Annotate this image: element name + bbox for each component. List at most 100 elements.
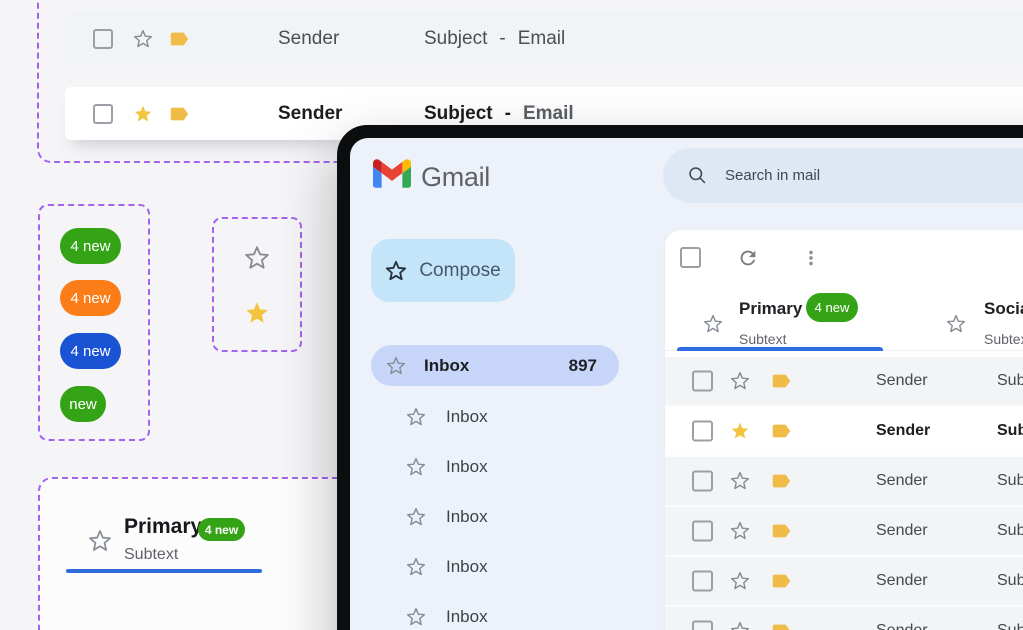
new-count-badge: 4 new <box>60 280 121 316</box>
label-tag-icon[interactable] <box>168 28 190 50</box>
tab-primary[interactable]: Primary <box>739 299 803 318</box>
sidebar-item-inbox[interactable]: Inbox <box>371 392 619 442</box>
sender-text: Sender <box>876 422 931 439</box>
new-count-badge: 4 new <box>60 333 121 369</box>
new-count-badge: new <box>60 386 106 422</box>
spec-box-badges <box>38 204 150 441</box>
active-tab-underline <box>66 569 262 573</box>
sidebar-item-inbox[interactable]: Inbox <box>371 442 619 492</box>
checkbox[interactable] <box>93 28 113 49</box>
sidebar-item-label: Inbox <box>446 557 488 576</box>
sender-text: Sender <box>876 372 928 389</box>
star-outline-icon[interactable] <box>244 245 270 271</box>
more-options-icon[interactable] <box>800 247 822 269</box>
category-tab-subtext: Subtext <box>124 546 179 563</box>
label-tag-icon[interactable] <box>770 620 792 630</box>
label-tag-icon[interactable] <box>770 420 792 442</box>
example-email-row-unread[interactable]: Sender Subject - Email <box>65 87 1023 140</box>
sender-text: Sender <box>876 522 928 539</box>
subject-text: Subject-Email <box>997 372 1023 389</box>
star-outline-icon <box>406 607 426 627</box>
mail-list-panel: Primary 4 new Subtext Social Subtext Sen… <box>665 230 1023 630</box>
checkbox[interactable] <box>692 620 713 630</box>
tab-subtext: Subtext <box>739 331 787 347</box>
star-filled-icon[interactable] <box>133 104 153 124</box>
email-list: Sender Subject-Email Sender Subject-Emai… <box>665 357 1023 630</box>
checkbox[interactable] <box>692 470 713 492</box>
email-row[interactable]: Sender Subject-Email <box>665 607 1023 630</box>
subject-text: Subject-Email <box>424 27 566 49</box>
star-outline-icon <box>386 356 406 376</box>
star-outline-icon[interactable] <box>946 314 966 334</box>
sidebar-item-label: Inbox <box>446 407 488 426</box>
unread-count: 897 <box>568 355 597 375</box>
email-row[interactable]: Sender Subject-Email <box>665 507 1023 557</box>
star-outline-icon <box>406 557 426 577</box>
sidebar-item-label: Inbox <box>424 355 470 375</box>
gmail-logo-icon <box>373 159 411 188</box>
email-row[interactable]: Sender Subject-Email <box>665 407 1023 457</box>
new-count-badge: 4 new <box>806 293 858 322</box>
star-outline-icon <box>406 407 426 427</box>
subject-text: Subject-Email <box>997 422 1023 439</box>
sidebar-item-label: Inbox <box>446 507 488 526</box>
example-email-row-read[interactable]: Sender Subject - Email <box>65 12 1023 65</box>
sender-text: Sender <box>876 572 928 589</box>
gmail-window: Gmail Search in mail Compose Inbox 897 I… <box>350 138 1023 630</box>
category-tab-label[interactable]: Primary <box>124 515 203 538</box>
sidebar-item-label: Inbox <box>446 607 488 626</box>
new-count-badge: 4 new <box>60 228 121 264</box>
email-row[interactable]: Sender Subject-Email <box>665 357 1023 407</box>
sidebar-item-inbox[interactable]: Inbox <box>371 542 619 592</box>
star-icon <box>385 260 407 282</box>
tab-subtext: Subtext <box>984 331 1023 347</box>
star-outline-icon[interactable] <box>88 529 112 553</box>
label-tag-icon[interactable] <box>770 520 792 542</box>
star-outline-icon[interactable] <box>730 621 750 630</box>
search-icon <box>687 165 708 186</box>
checkbox[interactable] <box>692 370 713 392</box>
active-tab-underline <box>677 347 883 351</box>
compose-button[interactable]: Compose <box>371 239 515 302</box>
star-outline-icon[interactable] <box>730 371 750 391</box>
checkbox[interactable] <box>692 570 713 592</box>
star-outline-icon <box>406 457 426 477</box>
sidebar-item-inbox-selected[interactable]: Inbox 897 <box>371 345 619 386</box>
star-outline-icon <box>406 507 426 527</box>
tab-social[interactable]: Social <box>984 299 1023 318</box>
subject-text: Subject-Email <box>997 622 1023 630</box>
checkbox[interactable] <box>692 520 713 542</box>
subject-text: Subject-Email <box>424 102 574 124</box>
new-count-badge: 4 new <box>198 518 245 541</box>
star-filled-icon[interactable] <box>730 421 750 441</box>
sender-text: Sender <box>876 622 928 630</box>
star-outline-icon[interactable] <box>730 521 750 541</box>
select-all-checkbox[interactable] <box>680 247 701 268</box>
label-tag-icon[interactable] <box>770 470 792 492</box>
star-outline-icon[interactable] <box>730 571 750 591</box>
email-row[interactable]: Sender Subject-Email <box>665 457 1023 507</box>
star-outline-icon[interactable] <box>133 29 153 49</box>
subject-text: Subject-Email <box>997 522 1023 539</box>
checkbox[interactable] <box>692 420 713 442</box>
subject-text: Subject-Email <box>997 472 1023 489</box>
sidebar-item-label: Inbox <box>446 457 488 476</box>
spec-box-stars <box>212 217 302 352</box>
subject-text: Subject-Email <box>997 572 1023 589</box>
label-tag-icon[interactable] <box>168 103 190 125</box>
label-tag-icon[interactable] <box>770 570 792 592</box>
label-tag-icon[interactable] <box>770 370 792 392</box>
search-input[interactable]: Search in mail <box>663 148 1023 203</box>
star-outline-icon[interactable] <box>730 471 750 491</box>
sidebar-item-inbox[interactable]: Inbox <box>371 492 619 542</box>
star-filled-icon[interactable] <box>244 300 270 326</box>
sender-text: Sender <box>278 27 340 49</box>
refresh-icon[interactable] <box>737 247 759 269</box>
star-outline-icon[interactable] <box>703 314 723 334</box>
email-row[interactable]: Sender Subject-Email <box>665 557 1023 607</box>
checkbox[interactable] <box>93 103 113 124</box>
sidebar-item-inbox[interactable]: Inbox <box>371 592 619 630</box>
compose-label: Compose <box>419 259 501 281</box>
search-placeholder: Search in mail <box>725 167 821 184</box>
